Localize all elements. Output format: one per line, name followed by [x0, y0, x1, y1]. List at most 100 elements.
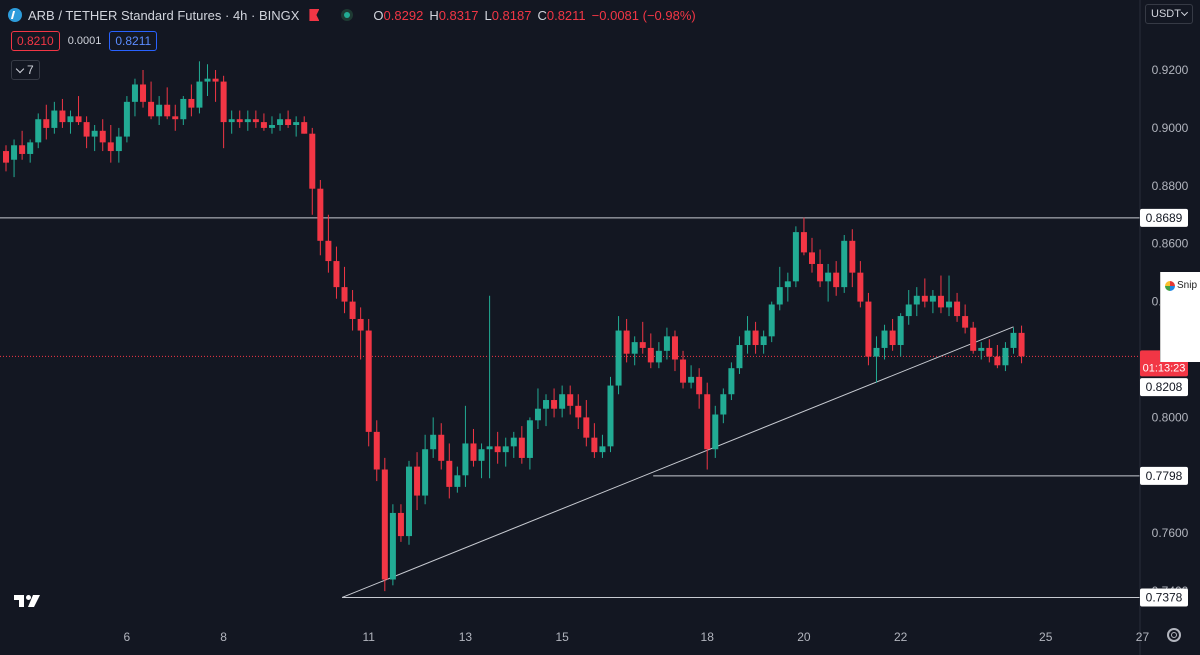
candle-body — [954, 301, 961, 317]
candle — [583, 400, 590, 447]
candle-body — [438, 434, 445, 461]
candle-body — [454, 475, 461, 487]
sell-price-button[interactable]: 0.8210 — [11, 31, 60, 51]
trade-buttons: 0.8210 0.0001 0.8211 — [11, 31, 158, 51]
candle — [27, 139, 34, 163]
candle — [301, 116, 308, 134]
ohlc-open-key: O — [373, 7, 384, 23]
candle — [220, 75, 227, 149]
candle-body — [1010, 332, 1017, 348]
candle-body — [397, 512, 404, 537]
candle-body — [19, 145, 26, 154]
candle-body — [752, 330, 759, 346]
candle-body — [776, 287, 783, 305]
candle-body — [470, 443, 477, 461]
candle — [510, 431, 517, 458]
currency-select[interactable]: USDT — [1145, 4, 1193, 24]
candle — [760, 330, 767, 354]
candle — [478, 443, 485, 479]
candle-body — [11, 145, 18, 160]
candle — [277, 113, 284, 131]
x-axis-tick-label: 27 — [1136, 630, 1150, 644]
tradingview-logo-icon[interactable] — [14, 593, 46, 609]
y-axis-tick-label: 0.7600 — [1152, 526, 1189, 540]
snip-tool-panel[interactable]: Snip — [1160, 272, 1200, 362]
candle-body — [937, 295, 944, 308]
candle — [341, 266, 348, 314]
x-axis-tick-label: 22 — [894, 630, 908, 644]
candle-body — [825, 272, 832, 282]
candle-body — [212, 78, 219, 82]
candle-body — [921, 295, 928, 302]
settings-gear-icon[interactable] — [1167, 628, 1181, 642]
price-change: −0.0081 (−0.98%) — [591, 7, 696, 23]
candle-body — [43, 119, 50, 128]
candle-body — [91, 130, 98, 137]
candle-body — [148, 101, 155, 117]
candle-body — [180, 98, 187, 120]
candle-body — [268, 125, 275, 128]
buy-price-button[interactable]: 0.8211 — [109, 31, 158, 51]
candle-body — [422, 449, 429, 496]
candle — [929, 290, 936, 314]
candle — [494, 431, 501, 464]
candle — [3, 145, 9, 172]
candle-body — [156, 104, 163, 117]
candle — [817, 249, 824, 288]
spread-value: 0.0001 — [67, 35, 102, 47]
snip-label: Snip — [1177, 280, 1198, 291]
candle — [792, 226, 799, 288]
candle-body — [671, 336, 678, 360]
candle-body — [293, 122, 300, 126]
candle — [768, 301, 775, 343]
candle-body — [929, 295, 936, 302]
market-status-icon[interactable] — [341, 9, 354, 21]
chevron-down-icon — [15, 64, 25, 73]
candle — [99, 119, 106, 152]
candle — [857, 261, 864, 308]
currency-label: USDT — [1151, 8, 1181, 20]
candle — [317, 180, 324, 256]
candle — [244, 110, 251, 131]
indicators-toggle-button[interactable]: 7 — [11, 60, 40, 80]
symbol-legend[interactable]: ARB / TETHER Standard Futures · 4h · BIN… — [8, 6, 696, 24]
candle — [196, 61, 203, 114]
candle-body — [833, 272, 840, 288]
candle-body — [107, 142, 114, 152]
ohlc-open-value: 0.8292 — [383, 7, 424, 23]
flag-icon[interactable] — [309, 9, 320, 21]
candle — [688, 365, 695, 389]
candle-body — [333, 261, 340, 288]
candle — [575, 394, 582, 429]
symbol-title[interactable]: ARB / TETHER Standard Futures · 4h · BIN… — [28, 7, 300, 23]
candle — [414, 452, 421, 511]
candle-body — [285, 119, 292, 126]
candle — [107, 125, 114, 163]
candle — [83, 116, 90, 149]
candle-body — [986, 347, 993, 357]
ohlc-low-key: L — [484, 7, 492, 23]
snip-tool-icon — [1165, 281, 1175, 291]
candle — [704, 382, 711, 470]
candle — [19, 130, 26, 160]
candle — [897, 313, 904, 357]
candle — [631, 336, 638, 366]
candle — [543, 394, 550, 427]
candle — [293, 116, 300, 137]
candle-body — [809, 252, 815, 264]
candle — [365, 318, 372, 447]
candle — [913, 287, 920, 317]
candle-body — [83, 122, 90, 137]
candle-body — [67, 116, 74, 123]
candle-body — [591, 437, 598, 453]
x-axis-tick-label: 8 — [220, 630, 227, 644]
candle — [825, 263, 832, 302]
candle-body — [59, 110, 66, 123]
axis-price-label: 0.8208 — [1146, 380, 1183, 394]
candle — [75, 96, 82, 126]
candle — [833, 261, 840, 296]
candle-body — [680, 359, 687, 383]
trendline — [341, 326, 1014, 598]
candle — [889, 318, 896, 351]
